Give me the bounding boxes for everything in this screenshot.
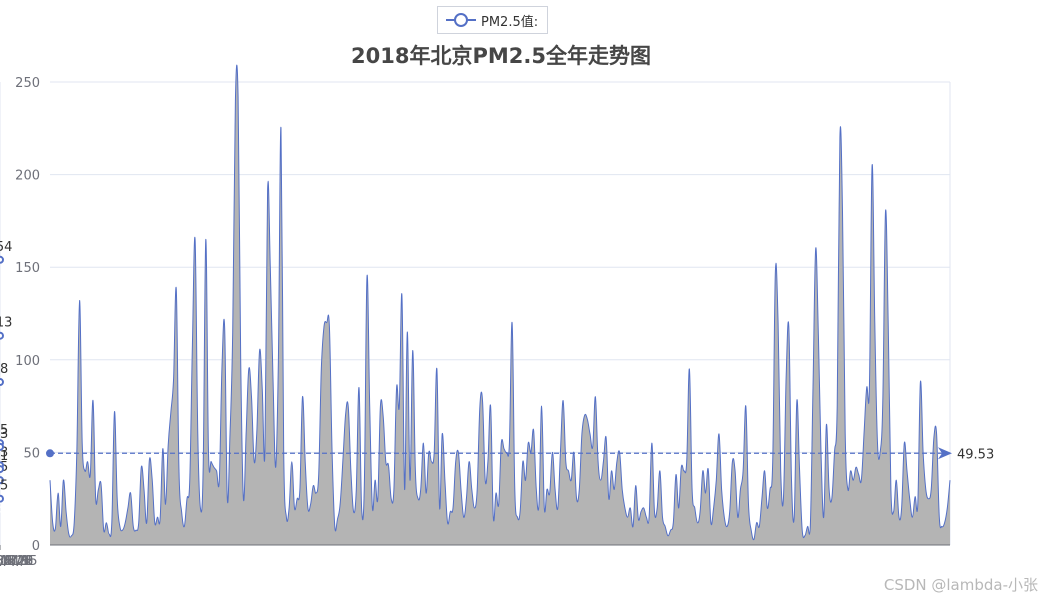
series-area — [49, 64, 951, 545]
data-point-label: 25 — [0, 479, 8, 494]
data-point-label: 41 — [0, 449, 8, 464]
average-line-start — [46, 449, 54, 458]
y-tick-label: 200 — [15, 169, 40, 184]
x-tick-label: 2018/6/21 — [0, 554, 33, 569]
data-point-marker — [0, 442, 4, 451]
y-tick-label: 100 — [15, 354, 40, 369]
y-tick-label: 250 — [15, 76, 40, 91]
annotation-marks: 49.53 35 55 154 43 25 53 41 113 88 242 3 — [0, 59, 994, 516]
min-value-label: 3 — [0, 501, 4, 516]
max-value-label: 242 — [0, 59, 12, 74]
legend-line-circle-icon — [446, 13, 476, 27]
data-point-label: 43 — [0, 445, 8, 460]
series-line — [49, 64, 951, 541]
chart-title: 2018年北京PM2.5全年走势图 — [351, 44, 651, 68]
data-point-marker — [0, 378, 4, 387]
legend-label: PM2.5值: — [481, 14, 539, 30]
data-point-label: 53 — [0, 427, 8, 442]
y-tick-label: 0 — [32, 539, 40, 554]
data-point-label: 35 — [0, 460, 8, 475]
x-tick-label: 2018/2/13 — [0, 554, 33, 569]
data-point-marker — [0, 494, 4, 503]
grid-lines — [0, 81, 951, 545]
axes: 0 50 100 150 200 250 2018/1/12018/2/132018/3/2… — [0, 76, 950, 569]
y-tick-label: 150 — [15, 261, 40, 276]
data-point-marker — [0, 476, 4, 485]
chart-legend[interactable]: PM2.5值: — [437, 6, 548, 34]
average-label: 49.53 — [957, 447, 994, 462]
data-point-marker — [0, 465, 4, 474]
average-line-arrow — [938, 447, 952, 460]
data-point-marker — [0, 331, 4, 340]
x-tick-label: 2018/9/20 — [0, 554, 33, 569]
x-tick-label: 2018/11/2 — [0, 554, 33, 569]
x-tick-label: 2018/12/15 — [0, 554, 37, 569]
watermark: CSDN @lambda-小张 — [883, 576, 1038, 594]
data-point-label: 113 — [0, 316, 12, 331]
data-point-marker — [0, 255, 4, 264]
x-tick-label: 2018/5/9 — [0, 554, 29, 569]
x-tick-label: 2018/1/1 — [0, 554, 29, 569]
data-point-label: 88 — [0, 362, 8, 377]
x-tick-label: 2018/3/28 — [0, 554, 33, 569]
x-tick-label: 2018/8/3 — [0, 554, 29, 569]
data-point-label: 55 — [0, 423, 8, 438]
data-point-label: 154 — [0, 240, 12, 255]
y-tick-label: 50 — [23, 446, 40, 461]
